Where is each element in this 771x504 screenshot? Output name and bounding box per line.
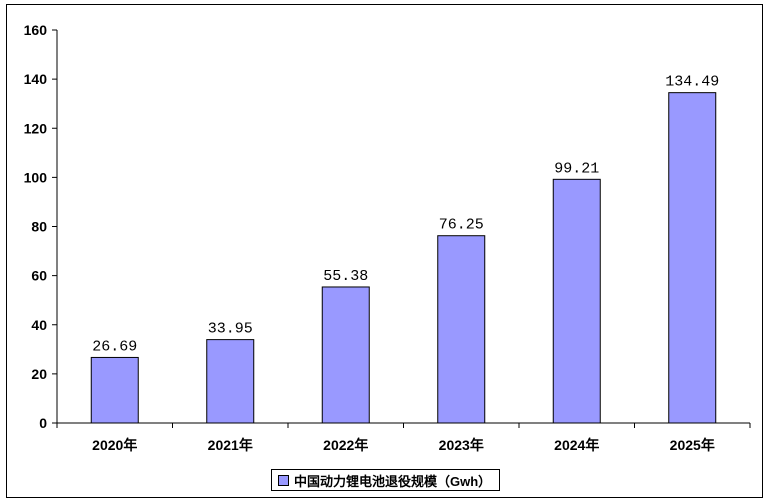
bar <box>321 286 370 424</box>
legend-label: 中国动力锂电池退役规模（Gwh） <box>294 473 492 489</box>
y-tick-label: 80 <box>31 219 47 235</box>
bar <box>437 235 486 424</box>
x-tick-label: 2025年 <box>670 437 715 453</box>
y-tick-label: 40 <box>31 317 47 333</box>
x-axis: 2020年 2021年 2022年 2023年 2024年 2025年 <box>56 423 751 453</box>
bar <box>668 92 717 424</box>
data-label: 33.95 <box>208 321 253 338</box>
bar <box>90 356 139 424</box>
x-tick-label: 2023年 <box>439 437 484 453</box>
legend-swatch <box>278 474 289 486</box>
data-label: 134.49 <box>665 74 719 91</box>
legend: 中国动力锂电池退役规模（Gwh） <box>271 469 501 491</box>
x-tick-label: 2020年 <box>92 437 137 453</box>
x-tick-label: 2024年 <box>554 437 599 453</box>
data-labels: 26.69 33.95 55.38 76.25 99.21 134.49 <box>92 74 719 356</box>
y-tick-label: 60 <box>31 268 47 284</box>
data-label: 76.25 <box>439 217 484 234</box>
data-label: 55.38 <box>323 268 368 285</box>
bar <box>552 178 601 424</box>
y-axis: 0 20 40 60 80 100 120 140 160 <box>24 22 57 431</box>
bars <box>90 92 717 424</box>
x-tick-label: 2022年 <box>323 437 368 453</box>
y-tick-label: 120 <box>24 120 48 136</box>
y-tick-label: 160 <box>24 22 48 38</box>
data-label: 26.69 <box>92 338 137 355</box>
y-tick-label: 0 <box>39 415 47 431</box>
y-tick-label: 20 <box>31 366 47 382</box>
data-label: 99.21 <box>554 160 599 177</box>
y-tick-label: 140 <box>24 71 48 87</box>
x-tick-label: 2021年 <box>208 437 253 453</box>
bar <box>206 339 255 424</box>
y-tick-label: 100 <box>24 169 48 185</box>
